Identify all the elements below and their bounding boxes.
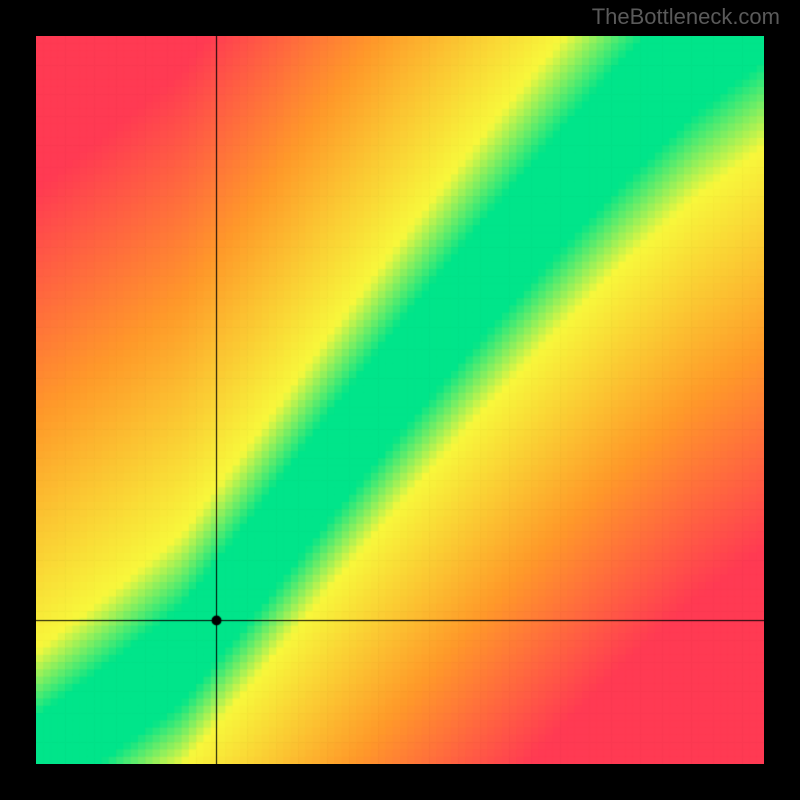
bottleneck-heatmap xyxy=(36,36,764,764)
attribution-label: TheBottleneck.com xyxy=(592,4,780,30)
chart-container: TheBottleneck.com xyxy=(0,0,800,800)
